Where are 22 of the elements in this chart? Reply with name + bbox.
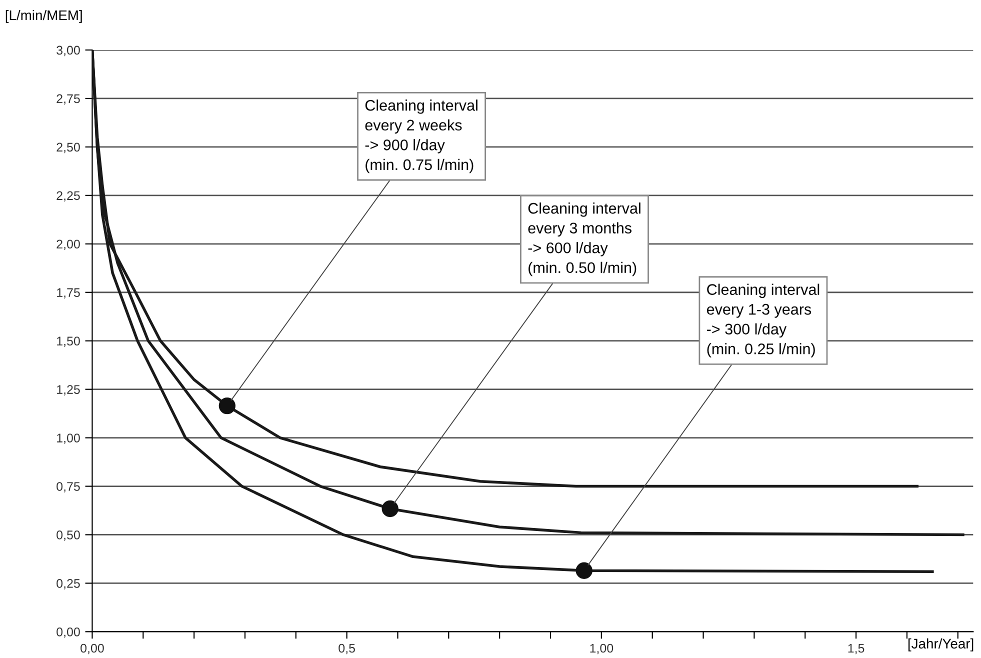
y-tick-label: 1,75 bbox=[57, 288, 80, 298]
y-tick-label: 2,50 bbox=[56, 142, 80, 154]
y-tick-label: 2,00 bbox=[56, 240, 80, 250]
y-tick-label: 3,00 bbox=[56, 46, 80, 56]
y-tick-label: 0,50 bbox=[56, 530, 80, 541]
y-tick-label: 2,25 bbox=[56, 191, 80, 202]
y-tick-label: 0,75 bbox=[56, 482, 80, 492]
x-tick-label: 1,5 bbox=[848, 644, 864, 654]
x-axis-title: [Jahr/Year] bbox=[908, 638, 974, 652]
x-tick-label: 1,00 bbox=[590, 644, 614, 654]
y-tick-label: 0,00 bbox=[56, 627, 80, 638]
x-tick-label: 0,5 bbox=[338, 644, 355, 654]
y-tick-label: 1,25 bbox=[57, 385, 80, 396]
y-tick-label: 1,00 bbox=[57, 434, 80, 444]
y-axis-title: [L/min/MEM] bbox=[6, 10, 82, 23]
x-tick-label: 0,00 bbox=[80, 644, 104, 654]
y-tick-label: 1,50 bbox=[57, 336, 80, 347]
annotation: Cleaning interval every 3 months -> 600 l/day (min. 0.50 l/min) bbox=[528, 202, 640, 276]
y-tick-label: 0,25 bbox=[56, 579, 80, 590]
y-tick-label: 2,75 bbox=[56, 94, 80, 105]
annotation: Cleaning interval every 2 weeks -> 900 l/day (min. 0.75 l/min) bbox=[365, 100, 478, 174]
annotation: Cleaning interval every 1-3 years -> 300 l/day (min. 0.25 l/min) bbox=[706, 284, 820, 358]
